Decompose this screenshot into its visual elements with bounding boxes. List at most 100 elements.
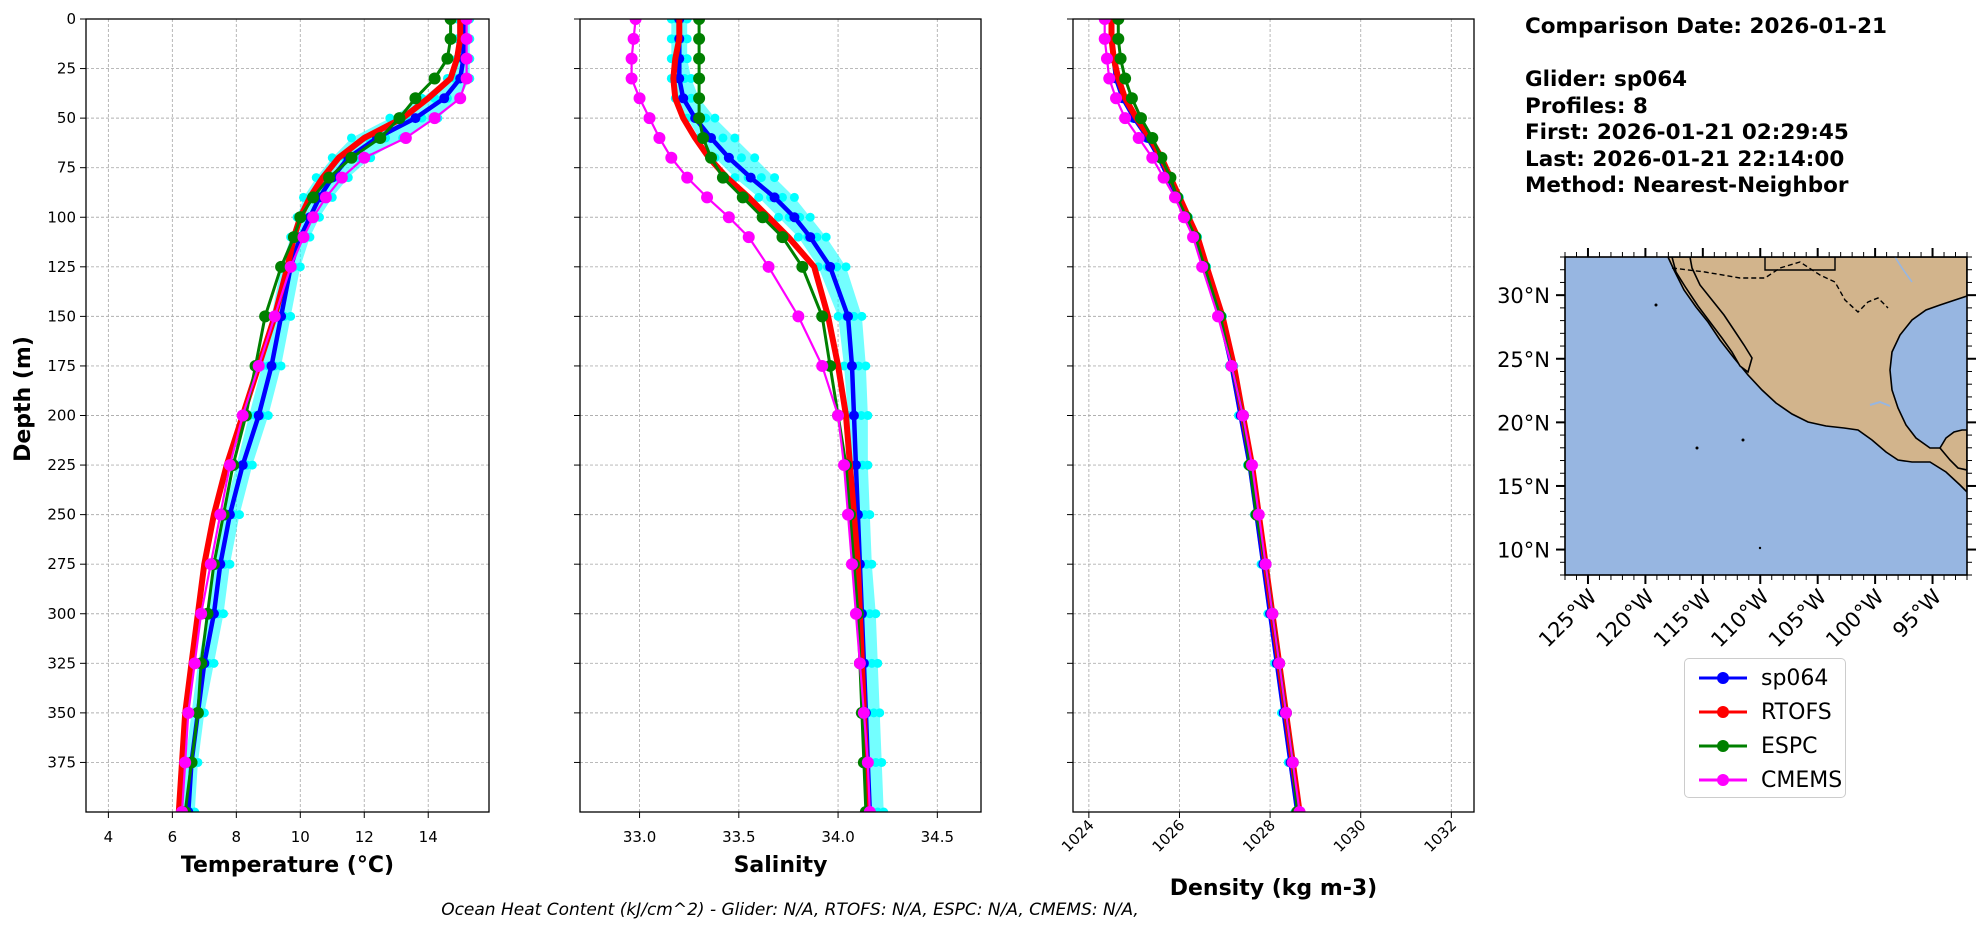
- x-tick-label: 33.5: [722, 828, 755, 846]
- map-lon-label: 100°W: [1821, 584, 1889, 652]
- glider-spread-point: [863, 411, 873, 420]
- glider-spread-point: [682, 19, 692, 24]
- y-tick-label: 250: [47, 506, 76, 524]
- sp064-point: [237, 460, 248, 471]
- cmems-point: [853, 657, 866, 670]
- cmems-point: [1146, 151, 1159, 164]
- map-lon-label: 105°W: [1764, 584, 1832, 652]
- cmems-point: [742, 231, 755, 244]
- legend-label: CMEMS: [1761, 767, 1843, 793]
- espc-point: [776, 231, 789, 244]
- legend-label: ESPC: [1761, 733, 1818, 759]
- espc-point: [693, 52, 706, 65]
- rtofs-line: [670, 19, 871, 812]
- espc-point: [693, 112, 706, 125]
- cmems-point: [653, 131, 666, 144]
- map-lon-label: 120°W: [1592, 584, 1660, 652]
- legend-item: CMEMS: [1697, 763, 1842, 797]
- espc-point: [1112, 32, 1125, 45]
- espc-point: [307, 191, 320, 204]
- legend-item: sp064: [1697, 661, 1828, 695]
- espc-point: [444, 32, 457, 45]
- cmems-point: [1168, 191, 1181, 204]
- cmems-point: [861, 756, 874, 769]
- x-tick-label: 1030: [1330, 816, 1370, 856]
- espc-point: [1155, 151, 1168, 164]
- espc-point: [1146, 131, 1159, 144]
- espc-point: [323, 171, 336, 184]
- glider-spread-point: [209, 658, 219, 668]
- cmems-point: [214, 508, 227, 521]
- map-island: [1654, 303, 1658, 307]
- glider-spread-point: [805, 212, 815, 222]
- legend-label: RTOFS: [1761, 699, 1832, 725]
- sp064-point: [674, 73, 685, 84]
- cmems-point: [1103, 72, 1116, 85]
- last-time: Last: 2026-01-21 22:14:00: [1525, 146, 1845, 172]
- map-lat-label: 20°N: [1497, 411, 1550, 435]
- espc-point: [441, 52, 454, 65]
- y-tick-label: 125: [47, 258, 76, 276]
- glider-spread-point: [877, 757, 887, 767]
- sp064-point: [850, 460, 861, 471]
- comparison-info: Comparison Date: 2026-01-21 Glider: sp06…: [1525, 14, 1887, 200]
- map-lat-label: 15°N: [1497, 475, 1550, 499]
- plot-area: [625, 19, 889, 812]
- cmems-point: [1273, 657, 1286, 670]
- glider-spread-point: [857, 311, 867, 321]
- espc-point: [444, 19, 457, 25]
- glider-spread-point: [682, 54, 692, 64]
- y-tick-label: 200: [47, 407, 76, 425]
- espc-point: [409, 92, 422, 105]
- cmems-point: [845, 558, 858, 571]
- map-island: [1695, 446, 1699, 450]
- cmems-point: [1245, 459, 1258, 472]
- cmems-point: [1266, 607, 1279, 620]
- y-tick-label: 150: [47, 307, 76, 325]
- sp064-point: [805, 232, 816, 243]
- espc-point: [1119, 72, 1132, 85]
- map-island: [1741, 438, 1745, 442]
- cmems-point: [625, 52, 638, 65]
- cmems-point: [665, 151, 678, 164]
- espc-point: [736, 191, 749, 204]
- cmems-point: [633, 92, 646, 105]
- cmems-point: [284, 260, 297, 273]
- map-lon-label: 95°W: [1888, 584, 1946, 642]
- map-state-border: [1764, 257, 1836, 271]
- espc-point: [716, 171, 729, 184]
- cmems-point: [762, 260, 775, 273]
- cmems-point: [1110, 92, 1123, 105]
- cmems-point: [627, 32, 640, 45]
- cmems-point: [629, 19, 642, 25]
- x-tick-label: 14: [419, 828, 438, 846]
- sp064-point: [769, 192, 780, 203]
- cmems-point: [252, 359, 265, 372]
- cmems-point: [1252, 508, 1265, 521]
- map-lat-label: 30°N: [1497, 284, 1550, 308]
- sp064-point: [678, 93, 689, 104]
- espc-point: [393, 112, 406, 125]
- x-tick-label: 1028: [1239, 816, 1279, 856]
- map-land-baja: [1671, 257, 1753, 374]
- cmems-point: [223, 459, 236, 472]
- x-tick-label: 33.0: [623, 828, 656, 846]
- cmems-point: [1157, 171, 1170, 184]
- glider-spread-point: [686, 73, 696, 83]
- plot-area: [1098, 19, 1306, 812]
- glider-spread-point: [841, 262, 851, 272]
- glider-spread-point: [871, 609, 881, 619]
- cmems-point: [460, 19, 473, 25]
- glider-spread-point: [774, 212, 784, 222]
- glider-spread-point: [718, 133, 728, 143]
- y-tick-label: 25: [57, 60, 76, 78]
- map-land-yucatan: [1939, 429, 1967, 471]
- espc-point: [374, 131, 387, 144]
- ocean-heat-content-note: Ocean Heat Content (kJ/cm^2) - Glider: N…: [441, 900, 1139, 920]
- glider-spread-point: [879, 807, 889, 812]
- cmems-point: [428, 112, 441, 125]
- espc-point: [1134, 112, 1147, 125]
- sp064-point: [439, 93, 450, 104]
